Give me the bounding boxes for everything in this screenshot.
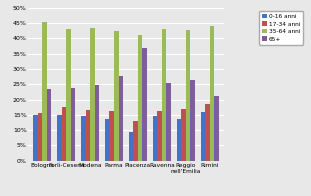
Bar	[90, 28, 95, 161]
Bar	[205, 104, 210, 161]
Bar	[71, 88, 75, 161]
Bar	[142, 48, 147, 161]
Bar	[190, 80, 195, 161]
Bar	[47, 89, 51, 161]
Bar	[214, 96, 219, 161]
Bar	[133, 121, 138, 161]
Bar	[114, 31, 118, 161]
Bar	[105, 119, 109, 161]
Bar	[186, 30, 190, 161]
Bar	[86, 110, 90, 161]
Bar	[166, 83, 171, 161]
Bar	[57, 115, 62, 161]
Bar	[95, 85, 99, 161]
Bar	[210, 25, 214, 161]
Bar	[42, 22, 47, 161]
Bar	[109, 111, 114, 161]
Bar	[157, 111, 162, 161]
Bar	[33, 114, 38, 161]
Bar	[62, 107, 66, 161]
Legend: 0-16 anni, 17-34 anni, 35-64 anni, 65+: 0-16 anni, 17-34 anni, 35-64 anni, 65+	[259, 11, 303, 45]
Bar	[118, 76, 123, 161]
Bar	[138, 35, 142, 161]
Bar	[177, 119, 181, 161]
Bar	[153, 116, 157, 161]
Bar	[181, 109, 186, 161]
Bar	[66, 29, 71, 161]
Bar	[38, 113, 42, 161]
Bar	[162, 29, 166, 161]
Bar	[201, 113, 205, 161]
Bar	[81, 116, 86, 161]
Bar	[129, 132, 133, 161]
